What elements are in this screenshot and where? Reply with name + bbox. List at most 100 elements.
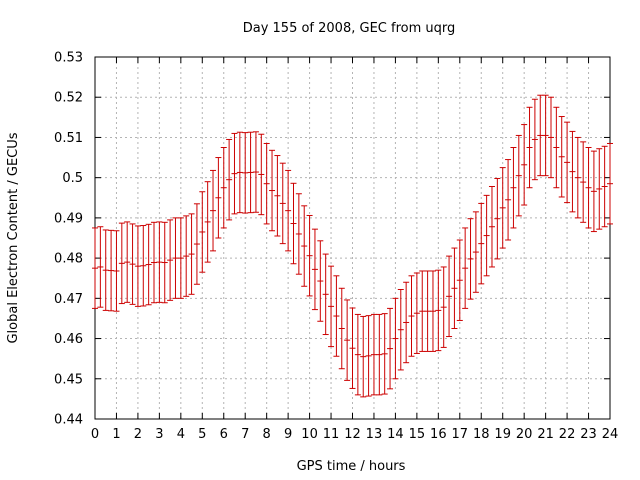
x-tick-label: 14 <box>387 427 404 442</box>
error-bar-point <box>285 169 292 252</box>
error-bar-point <box>483 194 490 277</box>
x-tick-label: 22 <box>559 427 576 442</box>
x-tick-label: 8 <box>263 427 271 442</box>
error-bar-point <box>376 313 383 396</box>
error-bar-point <box>215 157 222 239</box>
y-tick-label: 0.52 <box>54 91 83 106</box>
error-bar-point <box>247 131 254 214</box>
chart-title: Day 155 of 2008, GEC from uqrg <box>243 21 456 36</box>
error-bar-point <box>156 221 163 303</box>
error-bar-point <box>102 229 109 311</box>
x-tick-label: 12 <box>344 427 361 442</box>
error-bar-point <box>478 202 485 285</box>
x-tick-label: 7 <box>241 427 249 442</box>
error-bar-point <box>161 221 168 304</box>
error-bar-point <box>252 131 259 213</box>
error-bar-point <box>108 229 115 312</box>
x-tick-label: 17 <box>452 427 469 442</box>
error-bar-point <box>151 221 158 304</box>
error-bar-point <box>531 98 538 181</box>
x-tick-label: 13 <box>366 427 383 442</box>
error-bar-point <box>177 217 184 299</box>
error-bar-point <box>547 96 554 179</box>
error-bar-point <box>601 145 608 228</box>
error-bar-point <box>118 222 125 305</box>
error-bar-point <box>317 240 324 322</box>
x-tick-label: 5 <box>198 427 206 442</box>
y-tick-label: 0.49 <box>54 211 83 226</box>
error-bar-point <box>580 141 587 223</box>
error-bar-point <box>290 182 297 265</box>
error-bar-point <box>467 218 474 300</box>
error-bar-point <box>295 193 302 275</box>
error-bar-point <box>344 299 351 381</box>
error-bar-point <box>397 288 404 371</box>
x-tick-label: 4 <box>177 427 185 442</box>
x-tick-label: 0 <box>91 427 99 442</box>
error-bar-point <box>338 287 345 370</box>
error-bar-point <box>387 307 394 390</box>
error-bar-point <box>521 124 528 206</box>
error-bar-point <box>210 169 217 252</box>
x-tick-label: 2 <box>134 427 142 442</box>
y-axis-label: Global Electron Content / GECUs <box>6 132 21 343</box>
error-bar-point <box>381 313 388 395</box>
error-bar-point <box>322 253 329 336</box>
error-bar-point <box>167 219 174 301</box>
error-bar-point <box>515 134 522 217</box>
error-bar-point <box>360 315 367 398</box>
error-bar-point <box>542 94 549 177</box>
error-bar-point <box>183 215 190 297</box>
error-bar-point <box>279 162 286 245</box>
series-gec <box>92 94 613 398</box>
y-tick-label: 0.45 <box>54 372 83 387</box>
error-bar-point <box>92 227 98 309</box>
y-tick-label: 0.5 <box>62 171 83 186</box>
x-tick-label: 3 <box>155 427 163 442</box>
error-bar-point <box>129 223 136 305</box>
error-bar-point <box>301 205 308 287</box>
x-tick-label: 21 <box>537 427 554 442</box>
error-bar-point <box>403 281 410 364</box>
error-bar-point <box>558 116 565 198</box>
error-bar-point <box>365 315 372 397</box>
x-tick-label: 10 <box>301 427 318 442</box>
error-bar-point <box>220 147 227 229</box>
error-bar-point <box>590 150 597 233</box>
error-bar-point <box>569 130 576 213</box>
error-bar-point <box>564 121 571 204</box>
error-bar-point <box>596 148 603 230</box>
error-bar-point <box>553 106 560 189</box>
error-bar-point <box>446 255 453 338</box>
error-bar-point <box>370 313 377 396</box>
error-bar-point <box>226 138 233 221</box>
x-tick-label: 18 <box>473 427 490 442</box>
error-bar-point <box>242 132 249 214</box>
error-bar-point <box>488 186 495 268</box>
error-bar-point <box>424 270 431 352</box>
error-bar-point <box>462 227 469 309</box>
y-tick-label: 0.44 <box>54 413 83 428</box>
axis-ticks: 0 1 2 3 4 5 6 7 8 9 10 11 12 13 14 15 16 17 18 19 20 21 22 23 24… <box>54 51 618 443</box>
error-bar-point <box>311 228 318 311</box>
error-bar-point <box>354 313 361 396</box>
error-bar-point <box>537 94 544 177</box>
error-bar-point <box>499 167 506 249</box>
x-tick-label: 16 <box>430 427 447 442</box>
error-bar-point <box>113 230 120 312</box>
error-bar-point <box>258 133 265 216</box>
error-bar-point <box>263 142 270 225</box>
x-tick-label: 19 <box>494 427 511 442</box>
x-tick-label: 24 <box>602 427 619 442</box>
error-bar-point <box>145 223 152 306</box>
error-bar-point <box>392 297 399 380</box>
error-bar-point <box>328 265 335 348</box>
error-bar-point <box>526 106 533 189</box>
error-bar-point <box>97 226 104 308</box>
x-tick-label: 6 <box>220 427 228 442</box>
error-bar-point <box>172 217 179 299</box>
error-bar-point <box>333 275 340 357</box>
error-bar-point <box>199 191 206 273</box>
error-bar-point <box>574 136 581 219</box>
